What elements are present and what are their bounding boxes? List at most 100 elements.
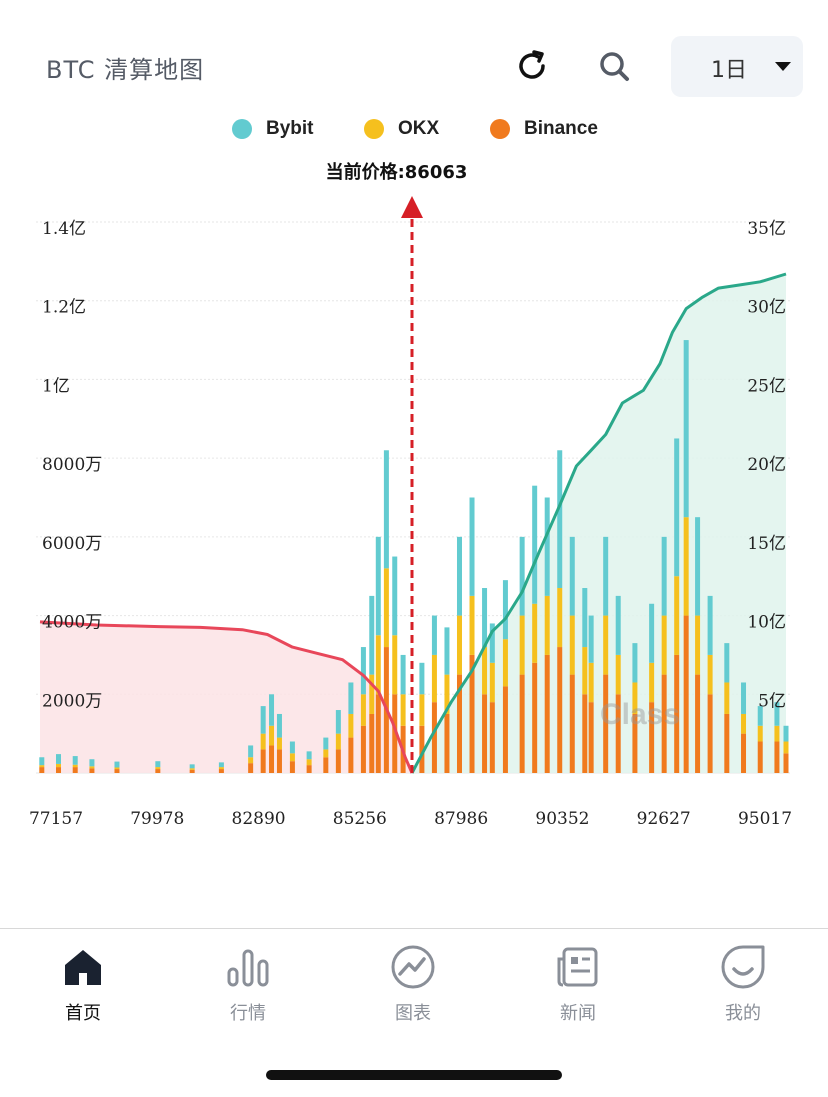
y-left-tick-label: 4000万 [42, 613, 102, 633]
page-title: BTC 清算地图 [46, 56, 205, 84]
bar-okx [582, 647, 588, 695]
legend-item-binance[interactable]: Binance [490, 118, 598, 140]
bar-binance [603, 674, 609, 773]
bottom-tabbar: 首页 行情 图表 新闻 我的 [0, 928, 828, 1097]
y-axis-ticks: 1.4亿 35亿 1.2亿 30亿 1亿 25亿 8000万 20亿 6000万 15亿 4000万… [42, 219, 786, 711]
bar-okx [456, 615, 462, 675]
bar-bybit [360, 647, 366, 695]
bar-bybit [695, 517, 701, 616]
search-button[interactable] [592, 44, 636, 88]
current-price-label: 当前价格:86063 [325, 162, 468, 183]
bar-bybit [783, 725, 789, 742]
bar-bybit [444, 627, 450, 675]
legend-label-binance: Binance [524, 118, 598, 139]
bar-bybit [683, 340, 689, 518]
bar-okx [674, 576, 680, 655]
bar-okx [189, 768, 195, 770]
x-tick-label: 77157 [29, 809, 83, 829]
bar-okx [532, 603, 538, 663]
bar-binance [519, 674, 525, 773]
bar-okx [218, 767, 224, 770]
bar-okx [724, 682, 730, 714]
bar-bybit [588, 615, 594, 663]
bar-binance [444, 713, 450, 773]
current-price-marker [400, 196, 423, 773]
y-right-tick-label: 20亿 [747, 455, 786, 475]
bar-bybit [532, 485, 538, 604]
chart-trend-icon [391, 945, 435, 989]
bar-bybit [383, 450, 389, 569]
bar-bybit [774, 702, 780, 726]
tab-home[interactable]: 首页 [28, 943, 138, 1033]
bar-bybit [72, 756, 78, 765]
bar-bybit [39, 757, 45, 766]
bar-okx [683, 517, 689, 616]
tab-profile-label: 我的 [725, 1003, 761, 1024]
bar-bybit [248, 745, 254, 758]
bar-okx [695, 615, 701, 675]
bar-binance [289, 761, 295, 773]
x-tick-label: 90352 [535, 809, 589, 829]
bar-binance [155, 769, 161, 773]
bar-okx [544, 595, 550, 655]
bar-okx [557, 588, 563, 648]
liquidation-chart: 1.4亿 35亿 1.2亿 30亿 1亿 25亿 8000万 20亿 6000万 15亿 4000万… [29, 196, 792, 829]
tab-news[interactable]: 新闻 [523, 943, 633, 1033]
market-bars-icon [227, 949, 269, 987]
home-icon [65, 950, 101, 985]
x-tick-label: 82890 [232, 809, 286, 829]
bar-okx [469, 595, 475, 655]
bar-bybit [114, 761, 120, 768]
bar-okx [260, 733, 266, 750]
bar-bybit [615, 595, 621, 655]
bar-binance [582, 694, 588, 773]
refresh-icon [519, 50, 545, 79]
x-tick-label: 92627 [637, 809, 691, 829]
bar-binance [774, 741, 780, 773]
bar-binance [588, 702, 594, 773]
y-right-tick-label: 25亿 [747, 376, 786, 396]
bar-binance [431, 702, 437, 773]
bar-binance [569, 674, 575, 773]
bar-binance [469, 654, 475, 773]
bar-bybit [289, 741, 295, 754]
bar-okx [56, 763, 62, 768]
bar-bybit [456, 536, 462, 616]
bar-bybit [649, 603, 655, 663]
bar-binance [306, 765, 312, 773]
bar-bybit [348, 682, 354, 714]
y-left-tick-label: 8000万 [42, 455, 102, 475]
refresh-button[interactable] [510, 44, 554, 88]
search-icon [600, 52, 629, 81]
bar-bybit [218, 762, 224, 768]
legend-label-okx: OKX [398, 118, 440, 139]
tab-profile[interactable]: 我的 [688, 943, 798, 1033]
bar-binance [695, 674, 701, 773]
legend-item-okx[interactable]: OKX [364, 118, 439, 140]
tab-chart[interactable]: 图表 [358, 943, 468, 1033]
bar-okx [632, 682, 638, 714]
x-tick-label: 95017 [738, 809, 792, 829]
tab-market[interactable]: 行情 [193, 943, 303, 1033]
long-cumulative-area [40, 621, 412, 773]
bar-okx [375, 635, 381, 695]
period-dropdown[interactable]: 1日 [671, 36, 803, 97]
bar-okx [114, 767, 120, 770]
bar-binance [632, 713, 638, 773]
bar-okx [360, 694, 366, 726]
bar-okx [519, 615, 525, 675]
bar-binance [741, 733, 747, 773]
bar-okx [323, 749, 329, 758]
legend-item-bybit[interactable]: Bybit [232, 118, 314, 140]
tab-home-label: 首页 [65, 1003, 101, 1024]
bar-bybit [375, 536, 381, 636]
bar-okx [269, 725, 275, 746]
header: BTC 清算地图 1日 [0, 0, 828, 110]
bar-bybit [189, 764, 195, 769]
bar-binance [557, 647, 563, 773]
bar-binance [544, 654, 550, 773]
bar-okx [489, 662, 495, 703]
bar-bybit [89, 759, 95, 767]
bar-binance [348, 737, 354, 773]
bar-okx [348, 713, 354, 738]
